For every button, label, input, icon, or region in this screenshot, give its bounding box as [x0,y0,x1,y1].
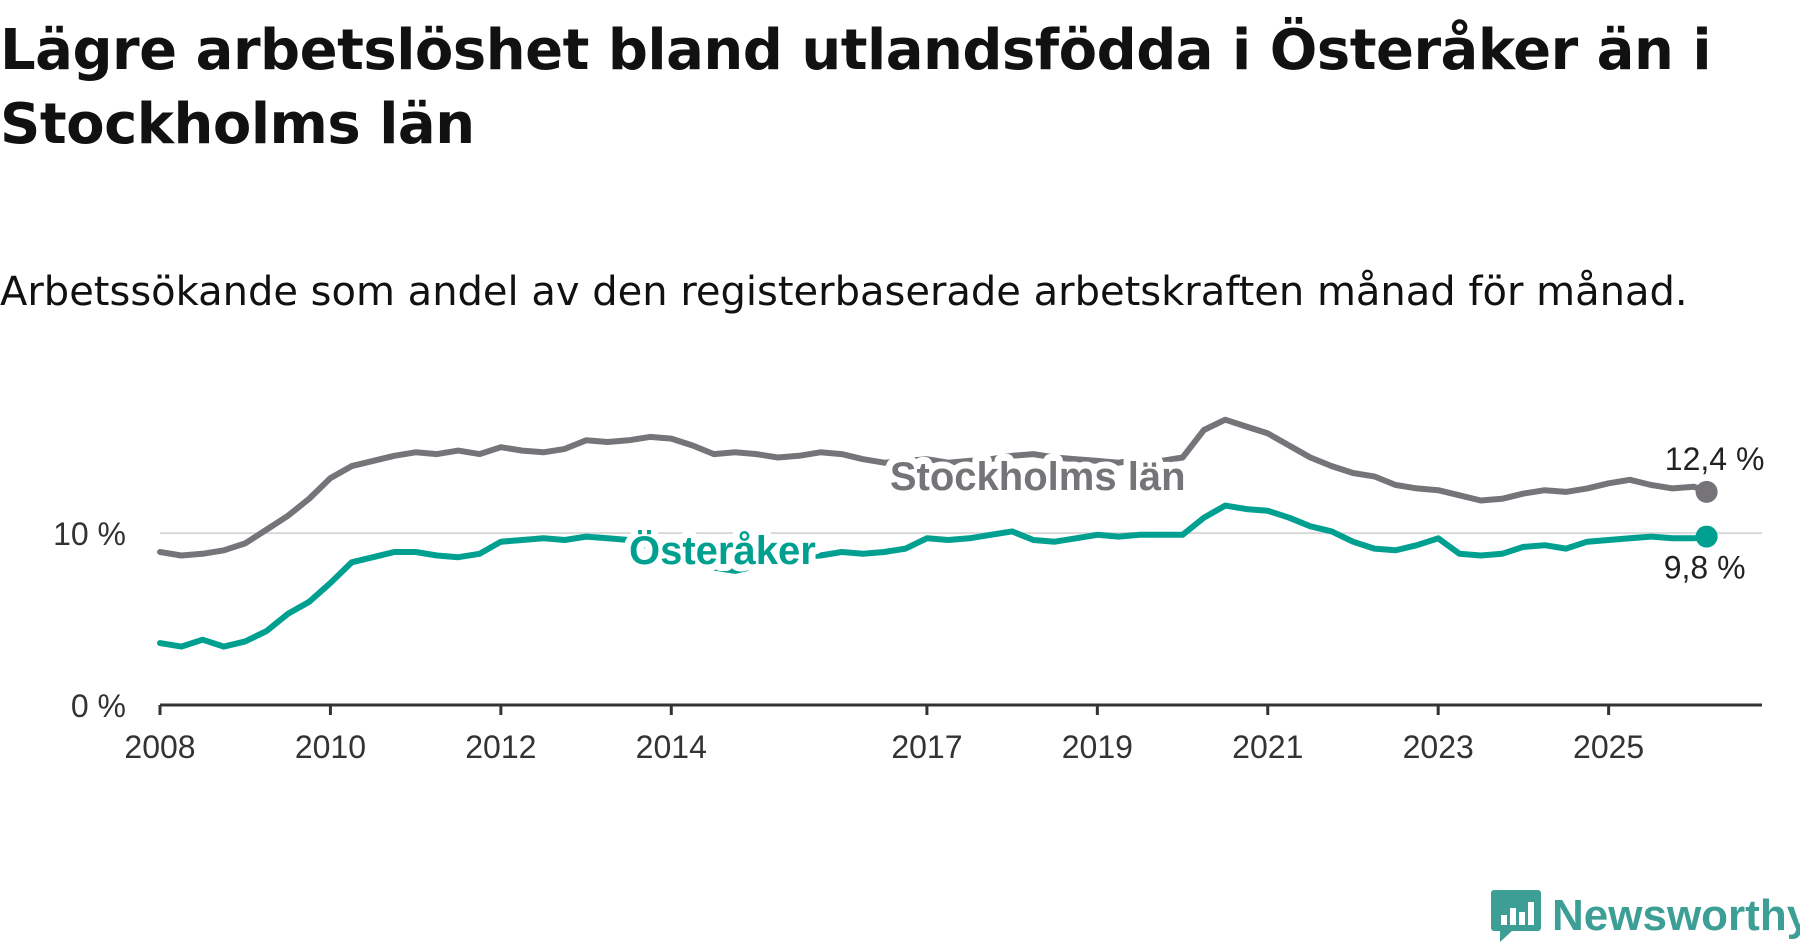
end-value-label-osteraker: 9,8 % [1664,550,1746,586]
y-tick-label: 10 % [53,516,126,552]
x-tick-label: 2021 [1232,729,1303,765]
x-tick-label: 2012 [465,729,536,765]
axes: 0 % 10 % 2008 2010 2012 2014 2017 2019 2021 2023 2… [53,516,1762,765]
series-lines [157,416,1718,650]
series-labels: Stockholms län Österåker 12,4 % 9,8 % [622,441,1765,586]
newsworthy-logo-icon [1491,890,1541,942]
x-tick-label: 2025 [1573,729,1644,765]
x-tick-label: 2017 [891,729,962,765]
chart-title: Lägre arbetslöshet bland utlandsfödda i … [0,18,1712,157]
series-line-osteraker [157,502,1710,650]
newsworthy-logo: Newsworthy [1490,888,1800,944]
series-end-marker [1695,525,1718,548]
series-end-marker [1695,480,1718,503]
x-tick-label: 2010 [295,729,366,765]
x-tick-label: 2019 [1062,729,1133,765]
chart-subtitle: Arbetssökande som andel av den registerb… [0,269,1688,315]
end-value-label-stockholms-lan: 12,4 % [1665,441,1765,477]
series-label-osteraker: Österåker [629,528,816,573]
series-label-stockholms-lan: Stockholms län [890,455,1186,499]
x-tick-label: 2023 [1403,729,1474,765]
series-line-stockholms-lan [157,416,1710,559]
y-tick-label: 0 % [71,688,126,724]
x-tick-label: 2014 [636,729,707,765]
logo-text: Newsworthy [1552,891,1800,940]
x-tick-label: 2008 [124,729,195,765]
